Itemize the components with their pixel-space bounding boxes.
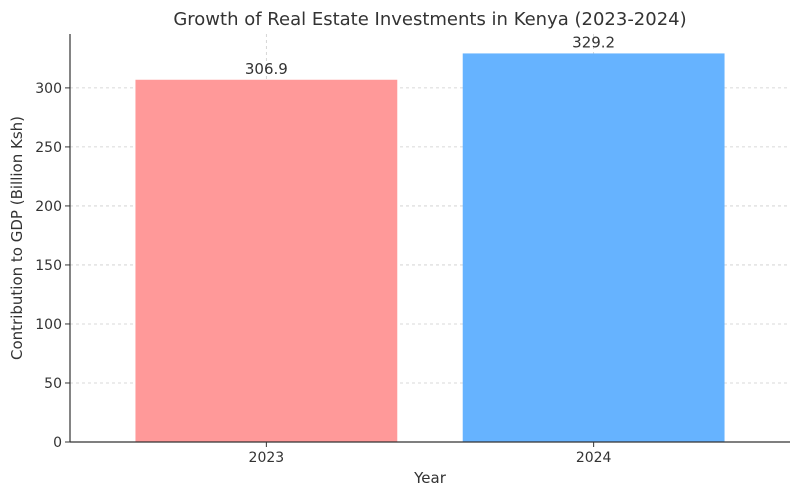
y-axis-ticks: 0 50 100 150 200 250 300 [35,81,70,451]
data-label-2024: 329.2 [572,33,615,51]
y-tick-label: 50 [44,376,62,392]
y-tick-label: 100 [35,317,62,333]
y-tick-label: 300 [35,81,62,97]
y-tick-label: 0 [53,435,62,451]
y-tick-label: 150 [35,258,62,274]
x-tick-label-2024: 2024 [576,450,612,466]
data-labels: 306.9 329.2 [245,33,615,77]
data-label-2023: 306.9 [245,60,288,78]
chart-title: Growth of Real Estate Investments in Ken… [173,9,686,30]
x-axis-ticks: 2023 2024 [249,442,612,466]
bar-2024 [462,53,725,443]
x-tick-label-2023: 2023 [249,450,285,466]
y-axis-label: Contribution to GDP (Billion Ksh) [8,116,26,360]
bars [135,53,725,443]
x-axis-label: Year [413,469,447,487]
y-tick-label: 200 [35,199,62,215]
y-tick-label: 250 [35,140,62,156]
bar-2023 [135,79,398,442]
